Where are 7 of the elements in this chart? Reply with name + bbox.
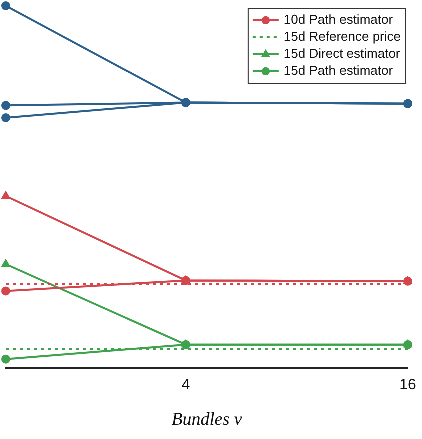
legend-label: 15d Reference price [284, 29, 402, 44]
legend-label: 10d Path estimator [284, 12, 394, 28]
x-tick-label: 4 [182, 376, 190, 394]
x-axis-title: Bundles ν [172, 408, 242, 429]
legend-label: 15d Path estimator [284, 63, 394, 78]
x-tick-label: 16 [400, 376, 416, 394]
legend-label: 15d Direct estimator [284, 46, 401, 62]
